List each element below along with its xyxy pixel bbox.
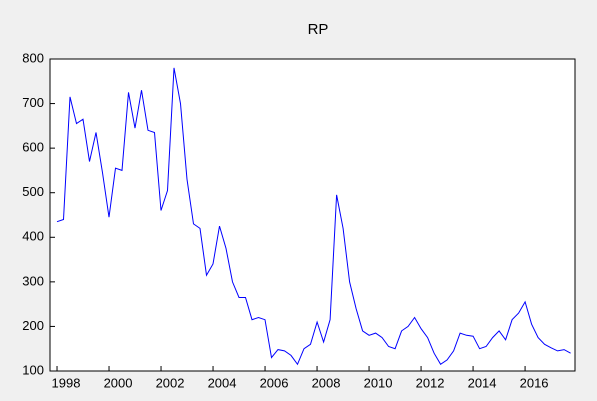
- y-tick-label: 400: [22, 229, 44, 244]
- y-tick-label: 500: [22, 184, 44, 199]
- y-tick-label: 100: [22, 362, 44, 377]
- x-tick-label: 2000: [104, 375, 133, 390]
- x-tick-label: 2006: [260, 375, 289, 390]
- plot-area: [49, 58, 576, 372]
- x-tick-label: 1998: [52, 375, 81, 390]
- chart-title: RP: [308, 21, 329, 38]
- y-tick-label: 300: [22, 273, 44, 288]
- data-line: [56, 67, 571, 366]
- x-tick-label: 2014: [468, 375, 497, 390]
- x-tick-label: 2012: [416, 375, 445, 390]
- x-tick-label: 2008: [312, 375, 341, 390]
- y-tick-label: 700: [22, 95, 44, 110]
- y-tick-label: 600: [22, 140, 44, 155]
- x-tick-label: 2002: [156, 375, 185, 390]
- x-tick-label: 2016: [520, 375, 549, 390]
- y-tick-label: 800: [22, 50, 44, 65]
- x-tick-label: 2004: [208, 375, 237, 390]
- y-tick-label: 200: [22, 318, 44, 333]
- x-tick-label: 2010: [364, 375, 393, 390]
